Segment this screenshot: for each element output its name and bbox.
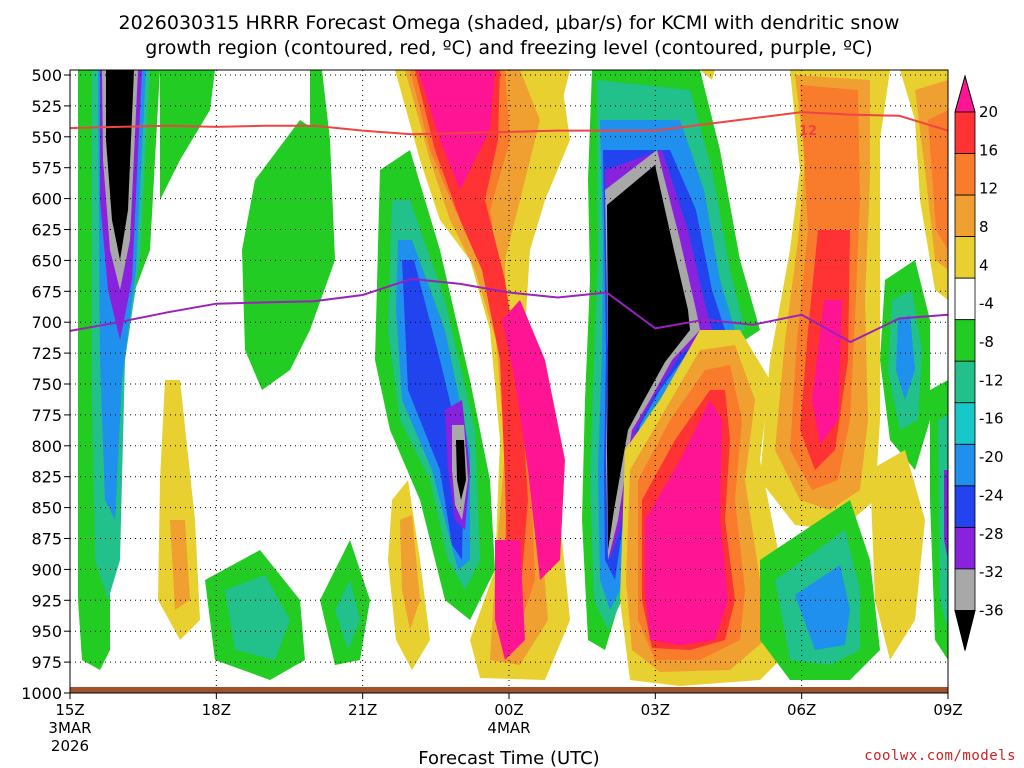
omega-region-yellow-top-right [535,70,570,120]
omega-region-rlightblue-b [795,565,850,650]
x-tick-label: 21Z [348,701,377,719]
colorbar: 20 16 12 8 4 -4 -8 -12 -16 -20 -24 -28 -32 -36 [954,74,1004,651]
colorbar-cap-top [954,74,976,113]
omega-region-r-pink [645,400,728,645]
x-tick-label: 06Z [787,701,816,719]
y-tick-label: 725 [31,344,62,363]
omega-region-ur-darkorange2 [928,110,948,250]
omega-region-rpurple-c [944,470,948,560]
y-axis: 500 525 550 575 600 625 650 675 700 725 750 775 800 8… [21,66,70,703]
omega-region-left-black [106,70,134,260]
x-tick-label: 03Z [641,701,670,719]
colorbar-swatch [954,360,976,404]
omega-region-ryellow-d [870,450,925,660]
x-tick-label: 00Z [494,701,523,719]
colorbar-swatch [954,485,976,528]
x-tick-date: 4MAR [487,719,530,737]
y-tick-label: 825 [31,468,62,487]
colorbar-label: -16 [979,410,1004,428]
colorbar-swatch [954,319,976,362]
y-tick-label: 950 [31,622,62,641]
colorbar-label: -8 [979,333,994,351]
omega-region-ryellow-e [700,70,715,80]
y-tick-label: 550 [31,128,62,147]
x-tick-label: 18Z [202,701,231,719]
ground-strip [70,687,948,693]
omega-region-lowteal-a [225,575,290,660]
dgz-contour-label: 12 [799,124,817,139]
y-tick-label: 750 [31,375,62,394]
colorbar-swatch [954,111,976,154]
colorbar-cap-bottom [954,609,976,651]
colorbar-swatch [954,526,976,570]
y-tick-label: 775 [31,406,62,425]
freezing-level-line [70,277,948,344]
omega-region-pos-a2 [170,520,190,610]
colorbar-label: 20 [979,103,998,121]
omega-shading [78,70,948,686]
colorbar-swatch [954,568,976,611]
y-tick-label: 850 [31,499,62,518]
omega-region-rblue-a [896,315,915,400]
omega-region-center-pink [502,300,565,580]
y-tick-label: 700 [31,313,62,332]
colorbar-label: -24 [979,486,1004,504]
y-tick-label: 625 [31,221,62,240]
x-tick-date: 3MAR [48,719,91,737]
chart-title-line2: growth region (contoured, red, ºC) and f… [145,37,872,59]
x-tick-label: 09Z [933,701,962,719]
omega-region-mid-black [456,440,466,500]
x-axis-label: Forecast Time (UTC) [418,748,599,768]
dgz-contour-line [70,111,948,136]
colorbar-label: 4 [979,256,989,274]
y-tick-label: 875 [31,530,62,549]
omega-region-pos-a [158,380,200,640]
omega-region-pos-b2 [400,515,420,630]
colorbar-swatch [954,194,976,238]
colorbar-label: -28 [979,525,1004,543]
omega-region-mid-blue [402,260,464,560]
y-tick-label: 575 [31,159,62,178]
omega-region-green-blob2 [310,70,330,160]
omega-region-upper-pink [418,70,495,190]
colorbar-label: 12 [979,180,998,198]
colorbar-swatch [954,443,976,487]
omega-region-left-green2 [160,70,215,200]
colorbar-label: -32 [979,563,1004,581]
y-tick-label: 925 [31,591,62,610]
y-tick-label: 650 [31,251,62,270]
y-tick-label: 525 [31,97,62,116]
y-tick-label: 500 [31,66,62,85]
omega-region-ur-pink [812,300,842,445]
y-tick-label: 1000 [21,684,62,703]
credit-text: coolwx.com/models [864,748,1016,764]
contour-lines [70,111,948,344]
colorbar-label: -12 [979,371,1004,389]
x-tick-year: 2026 [51,737,89,755]
colorbar-label: -36 [979,601,1004,619]
omega-region-col-black [607,165,690,550]
colorbar-label: -4 [979,295,994,313]
y-tick-label: 675 [31,282,62,301]
colorbar-swatch [954,277,976,321]
y-tick-label: 600 [31,190,62,209]
omega-region-lowteal-b [335,580,360,650]
y-tick-label: 975 [31,653,62,672]
y-tick-label: 800 [31,437,62,456]
colorbar-swatch [954,402,976,445]
colorbar-swatch [954,236,976,279]
colorbar-label: 8 [979,218,989,236]
colorbar-label: 16 [979,141,998,159]
y-tick-label: 900 [31,560,62,579]
chart-title-line1: 2026030315 HRRR Forecast Omega (shaded, … [119,12,900,34]
omega-region-rteal-c [938,415,948,630]
colorbar-swatch [954,153,976,196]
x-tick-label: 15Z [55,701,84,719]
colorbar-label: -20 [979,448,1004,466]
